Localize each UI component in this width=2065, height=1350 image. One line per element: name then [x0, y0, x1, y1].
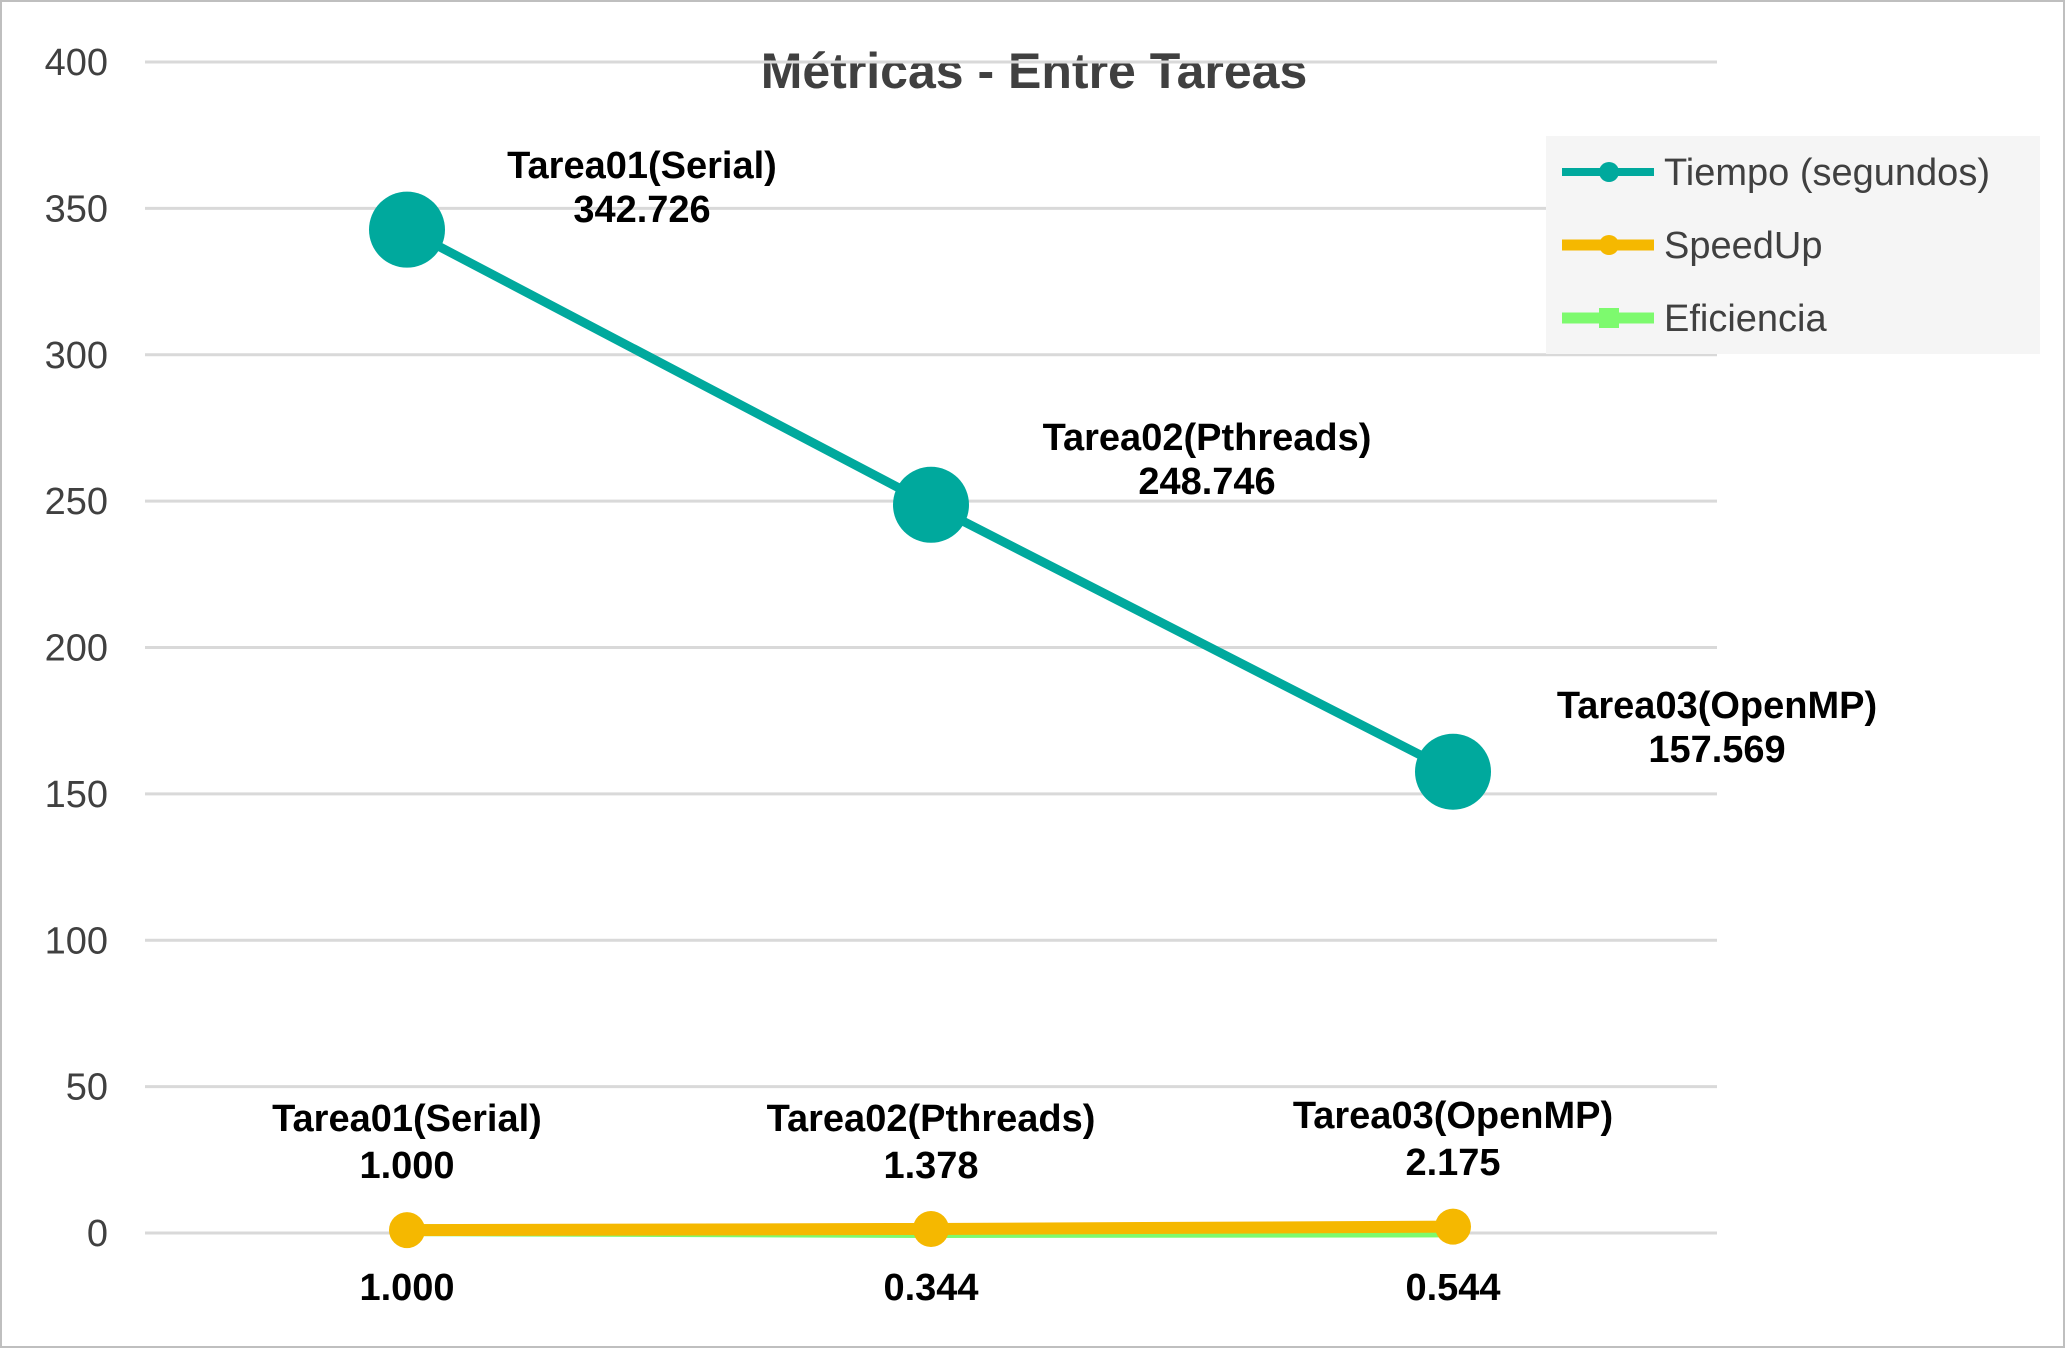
data-label-value: 0.544: [1405, 1267, 1500, 1309]
data-label-category: Tarea01(Serial): [507, 145, 777, 187]
data-label-category: Tarea03(OpenMP): [1557, 685, 1877, 727]
data-label-value: 157.569: [1648, 729, 1785, 771]
data-label-value: 1.000: [359, 1267, 454, 1309]
data-label-category: Tarea02(Pthreads): [767, 1098, 1096, 1140]
y-tick-label: 400: [45, 42, 108, 84]
data-label-category: Tarea01(Serial): [272, 1098, 542, 1140]
y-tick-label: 150: [45, 774, 108, 816]
y-tick-label: 250: [45, 481, 108, 523]
y-tick-label: 200: [45, 628, 108, 670]
data-label-category: Tarea03(OpenMP): [1293, 1095, 1613, 1137]
y-axis-tick-labels: 0 50 100 150 200 250 300 350 400: [45, 42, 108, 1255]
y-tick-label: 50: [66, 1067, 108, 1109]
y-tick-label: 350: [45, 188, 108, 230]
legend-entry-label: Tiempo (segundos): [1664, 152, 1990, 194]
data-point-marker: [1435, 1208, 1471, 1245]
data-label-value: 1.378: [883, 1145, 978, 1187]
series-group: [369, 191, 1491, 1249]
data-point-marker: [913, 1210, 949, 1247]
data-point-marker: [1415, 733, 1491, 810]
data-label-value: 248.746: [1138, 461, 1275, 503]
legend-marker: [1599, 162, 1619, 182]
legend-marker: [1599, 235, 1619, 255]
data-label-value: 342.726: [573, 189, 710, 231]
data-label-category: Tarea02(Pthreads): [1043, 417, 1372, 459]
data-labels: Tarea01(Serial)342.726Tarea02(Pthreads)2…: [272, 145, 1877, 1309]
data-label-value: 2.175: [1405, 1142, 1500, 1184]
data-point-marker: [389, 1212, 425, 1249]
data-label-value: 0.344: [883, 1267, 978, 1309]
y-tick-label: 300: [45, 335, 108, 377]
data-label-value: 1.000: [359, 1145, 454, 1187]
y-tick-label: 100: [45, 920, 108, 962]
legend-marker: [1599, 308, 1619, 328]
legend: Tiempo (segundos) SpeedUp Eficiencia: [1546, 136, 2040, 354]
y-tick-label: 0: [87, 1213, 108, 1255]
legend-entry-label: Eficiencia: [1664, 298, 1827, 340]
chart-title: Métricas - Entre Tareas: [761, 43, 1308, 99]
data-point-marker: [369, 191, 445, 268]
data-point-marker: [893, 466, 969, 543]
legend-entry-label: SpeedUp: [1664, 225, 1822, 267]
